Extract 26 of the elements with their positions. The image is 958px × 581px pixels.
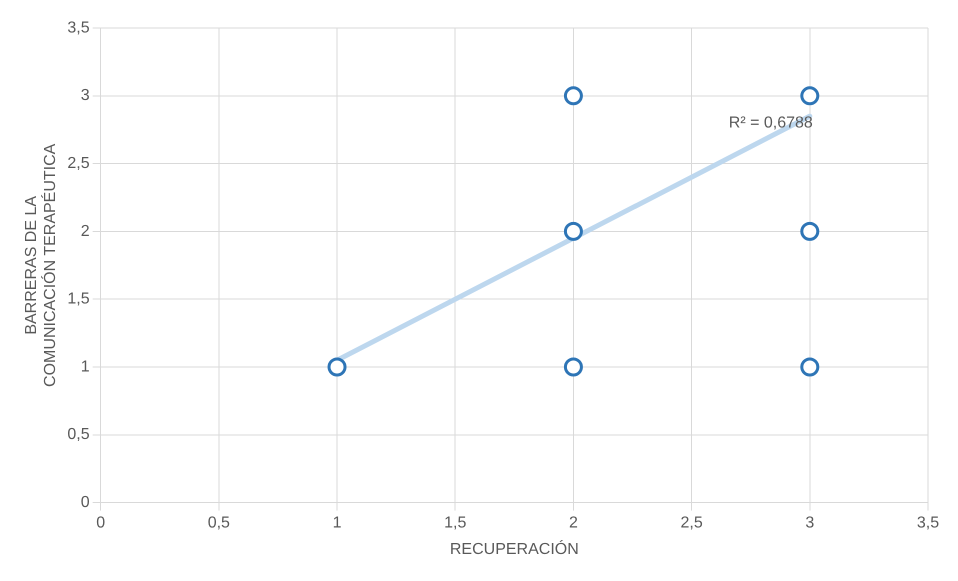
y-tick-label: 3,5 [67,19,90,36]
y-tick-label: 1,5 [67,290,90,308]
x-tick-label: 1,5 [444,514,466,532]
x-tick-label: 3 [805,514,814,532]
x-tick-label: 2,5 [680,514,703,532]
x-tick-label: 2 [568,514,578,532]
y-tick-label: 0 [80,494,90,512]
point [800,358,820,376]
point [564,86,583,106]
x-tick-label: 1 [332,514,342,532]
y-tick-label: 1 [80,358,90,376]
annotation: R² = 0,6788 [728,114,813,132]
y-tick-label: 2,5 [67,155,90,172]
x-tick-label: 0 [96,514,106,532]
x-tick-label: 3,5 [916,514,940,532]
y-tick-label: 3 [80,87,90,104]
y-tick-label: 0,5 [67,426,90,444]
y-tick-label: 2 [80,222,90,240]
point [800,222,820,241]
x-axis-title: RECUPERACIÓN [450,540,579,558]
x-tick-label: 0,5 [208,514,230,532]
point [800,86,820,106]
y-axis-title: BARRERAS DE LA COMUNICACIÓN TERAPÉUTICA [23,143,60,387]
point [328,358,347,376]
point [564,358,583,376]
point [564,222,583,241]
